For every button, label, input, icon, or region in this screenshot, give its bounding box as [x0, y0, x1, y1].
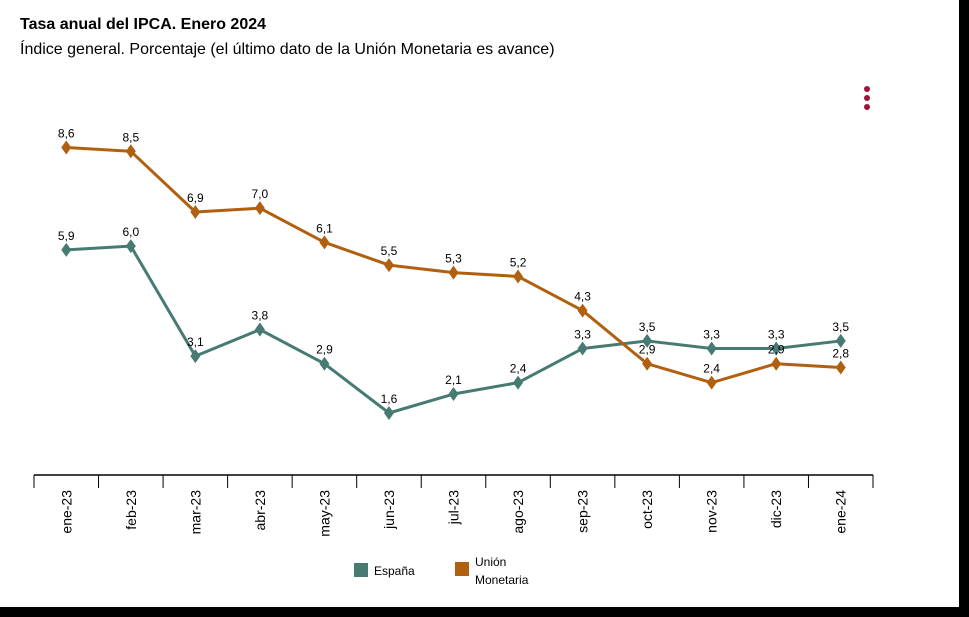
data-label-um: 2,9: [768, 343, 785, 357]
data-label-um: 5,3: [445, 252, 462, 266]
data-point-um: [577, 303, 588, 318]
legend-label-espana: España: [374, 564, 415, 578]
x-tick-label: ene-24: [833, 490, 849, 534]
data-label-um: 2,8: [832, 346, 849, 360]
data-point-um: [513, 269, 524, 284]
data-point-espana: [513, 375, 524, 390]
x-tick-label: mar-23: [187, 490, 203, 535]
data-label-espana: 3,5: [639, 320, 656, 334]
data-label-um: 2,9: [639, 343, 656, 357]
data-label-espana: 2,9: [316, 343, 333, 357]
data-label-espana: 3,5: [832, 320, 849, 334]
x-tick-label: jun-23: [381, 490, 397, 530]
data-point-um: [706, 375, 717, 390]
data-point-um: [448, 265, 459, 280]
line-chart: ene-23 feb-23 mar-23 abr-23 may-23 jun-23 jul-…: [33, 127, 874, 537]
data-point-espana: [125, 239, 136, 254]
data-point-um: [61, 140, 72, 155]
legend-item-um[interactable]: Unión Monetaria: [455, 553, 555, 589]
data-label-um: 5,5: [381, 244, 398, 258]
data-point-um: [125, 144, 136, 159]
data-label-um: 6,1: [316, 221, 333, 235]
data-point-um: [835, 360, 846, 375]
chart-card: Tasa anual del IPCA. Enero 2024 Índice g…: [0, 0, 959, 607]
data-label-um: 2,4: [703, 362, 720, 376]
data-point-um: [642, 356, 653, 371]
data-point-espana: [254, 322, 265, 337]
data-label-espana: 6,0: [122, 225, 139, 239]
more-vertical-icon[interactable]: [858, 86, 876, 114]
data-point-um: [190, 204, 201, 219]
legend-label-um: Unión Monetaria: [475, 555, 529, 587]
data-point-um: [319, 235, 330, 250]
data-point-um: [383, 258, 394, 273]
x-tick-label: oct-23: [639, 490, 655, 529]
data-label-espana: 2,1: [445, 373, 462, 387]
data-label-um: 7,0: [252, 187, 269, 201]
data-label-espana: 5,9: [58, 229, 75, 243]
data-point-um: [254, 201, 265, 216]
x-tick-label: jul-23: [446, 490, 462, 525]
data-label-espana: 3,3: [768, 328, 785, 342]
data-point-um: [771, 356, 782, 371]
data-point-espana: [319, 356, 330, 371]
data-label-espana: 3,1: [187, 335, 204, 349]
data-label-espana: 2,4: [510, 362, 527, 376]
data-label-um: 8,6: [58, 127, 75, 141]
x-tick-label: ene-23: [58, 490, 74, 534]
x-tick-label: nov-23: [704, 490, 720, 533]
data-label-espana: 1,6: [381, 392, 398, 406]
data-point-espana: [706, 341, 717, 356]
x-tick-label: dic-23: [768, 490, 784, 528]
data-label-um: 6,9: [187, 191, 204, 205]
x-tick-label: may-23: [316, 490, 332, 537]
data-point-espana: [771, 341, 782, 356]
data-label-espana: 3,3: [574, 328, 591, 342]
legend-swatch-um: [455, 562, 469, 576]
chart-title: Tasa anual del IPCA. Enero 2024: [20, 16, 267, 33]
data-label-espana: 3,8: [252, 309, 269, 323]
data-point-espana: [642, 333, 653, 348]
x-tick-label: abr-23: [252, 490, 268, 531]
data-point-espana: [448, 387, 459, 402]
data-point-espana: [577, 341, 588, 356]
data-label-um: 4,3: [574, 290, 591, 304]
data-point-espana: [383, 406, 394, 420]
data-label-um: 5,2: [510, 255, 527, 269]
data-point-espana: [835, 333, 846, 348]
legend-item-espana[interactable]: España: [354, 562, 434, 580]
legend-swatch-espana: [354, 563, 368, 577]
data-label-espana: 3,3: [703, 328, 720, 342]
x-tick-label: sep-23: [575, 490, 591, 533]
x-tick-label: ago-23: [510, 490, 526, 534]
x-tick-label: feb-23: [123, 490, 139, 530]
data-label-um: 8,5: [122, 130, 139, 144]
data-point-espana: [61, 242, 72, 257]
data-point-espana: [190, 349, 201, 364]
chart-subtitle: Índice general. Porcentaje (el último da…: [20, 41, 555, 58]
